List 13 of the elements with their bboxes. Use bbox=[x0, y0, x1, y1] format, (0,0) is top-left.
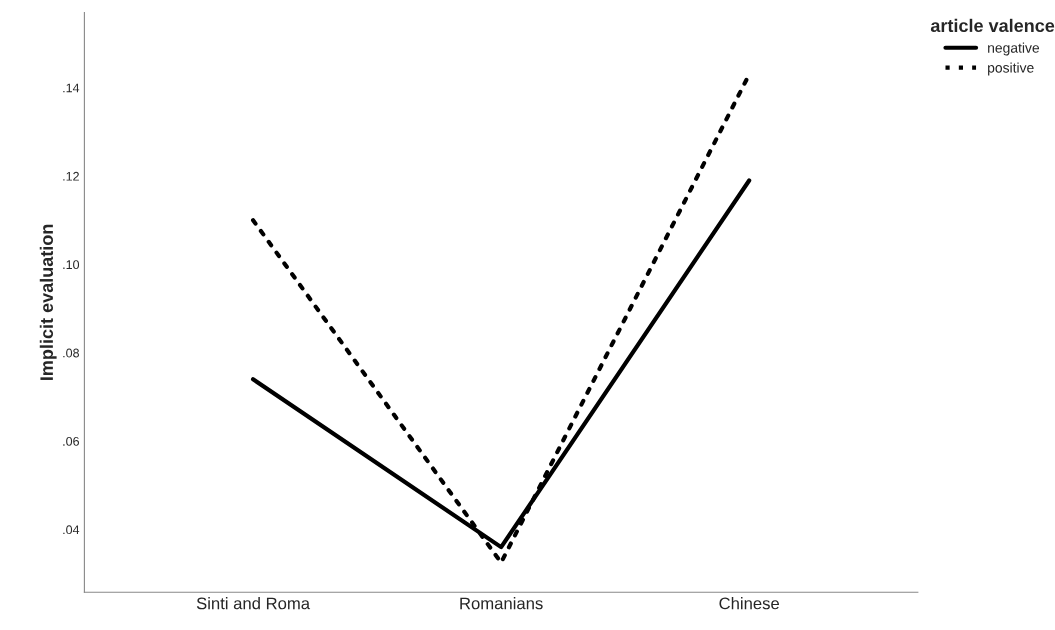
x-tick-label: Romanians bbox=[460, 597, 543, 610]
legend-label: positive bbox=[988, 62, 1034, 76]
y-tick-label: .08 bbox=[63, 348, 79, 358]
y-axis-title: Implicit evaluation bbox=[39, 224, 57, 380]
y-tick-label: .12 bbox=[63, 171, 79, 181]
legend-title: article valence bbox=[930, 18, 1055, 33]
y-tick-label: .06 bbox=[63, 436, 79, 446]
y-tick-label: .04 bbox=[63, 525, 80, 535]
y-tick-label: .10 bbox=[63, 260, 80, 270]
x-tick-label: Sinti and Roma bbox=[196, 597, 311, 610]
y-tick-label: .14 bbox=[63, 83, 80, 93]
legend-label: negative bbox=[988, 42, 1040, 56]
x-tick-label: Chinese bbox=[719, 597, 780, 610]
